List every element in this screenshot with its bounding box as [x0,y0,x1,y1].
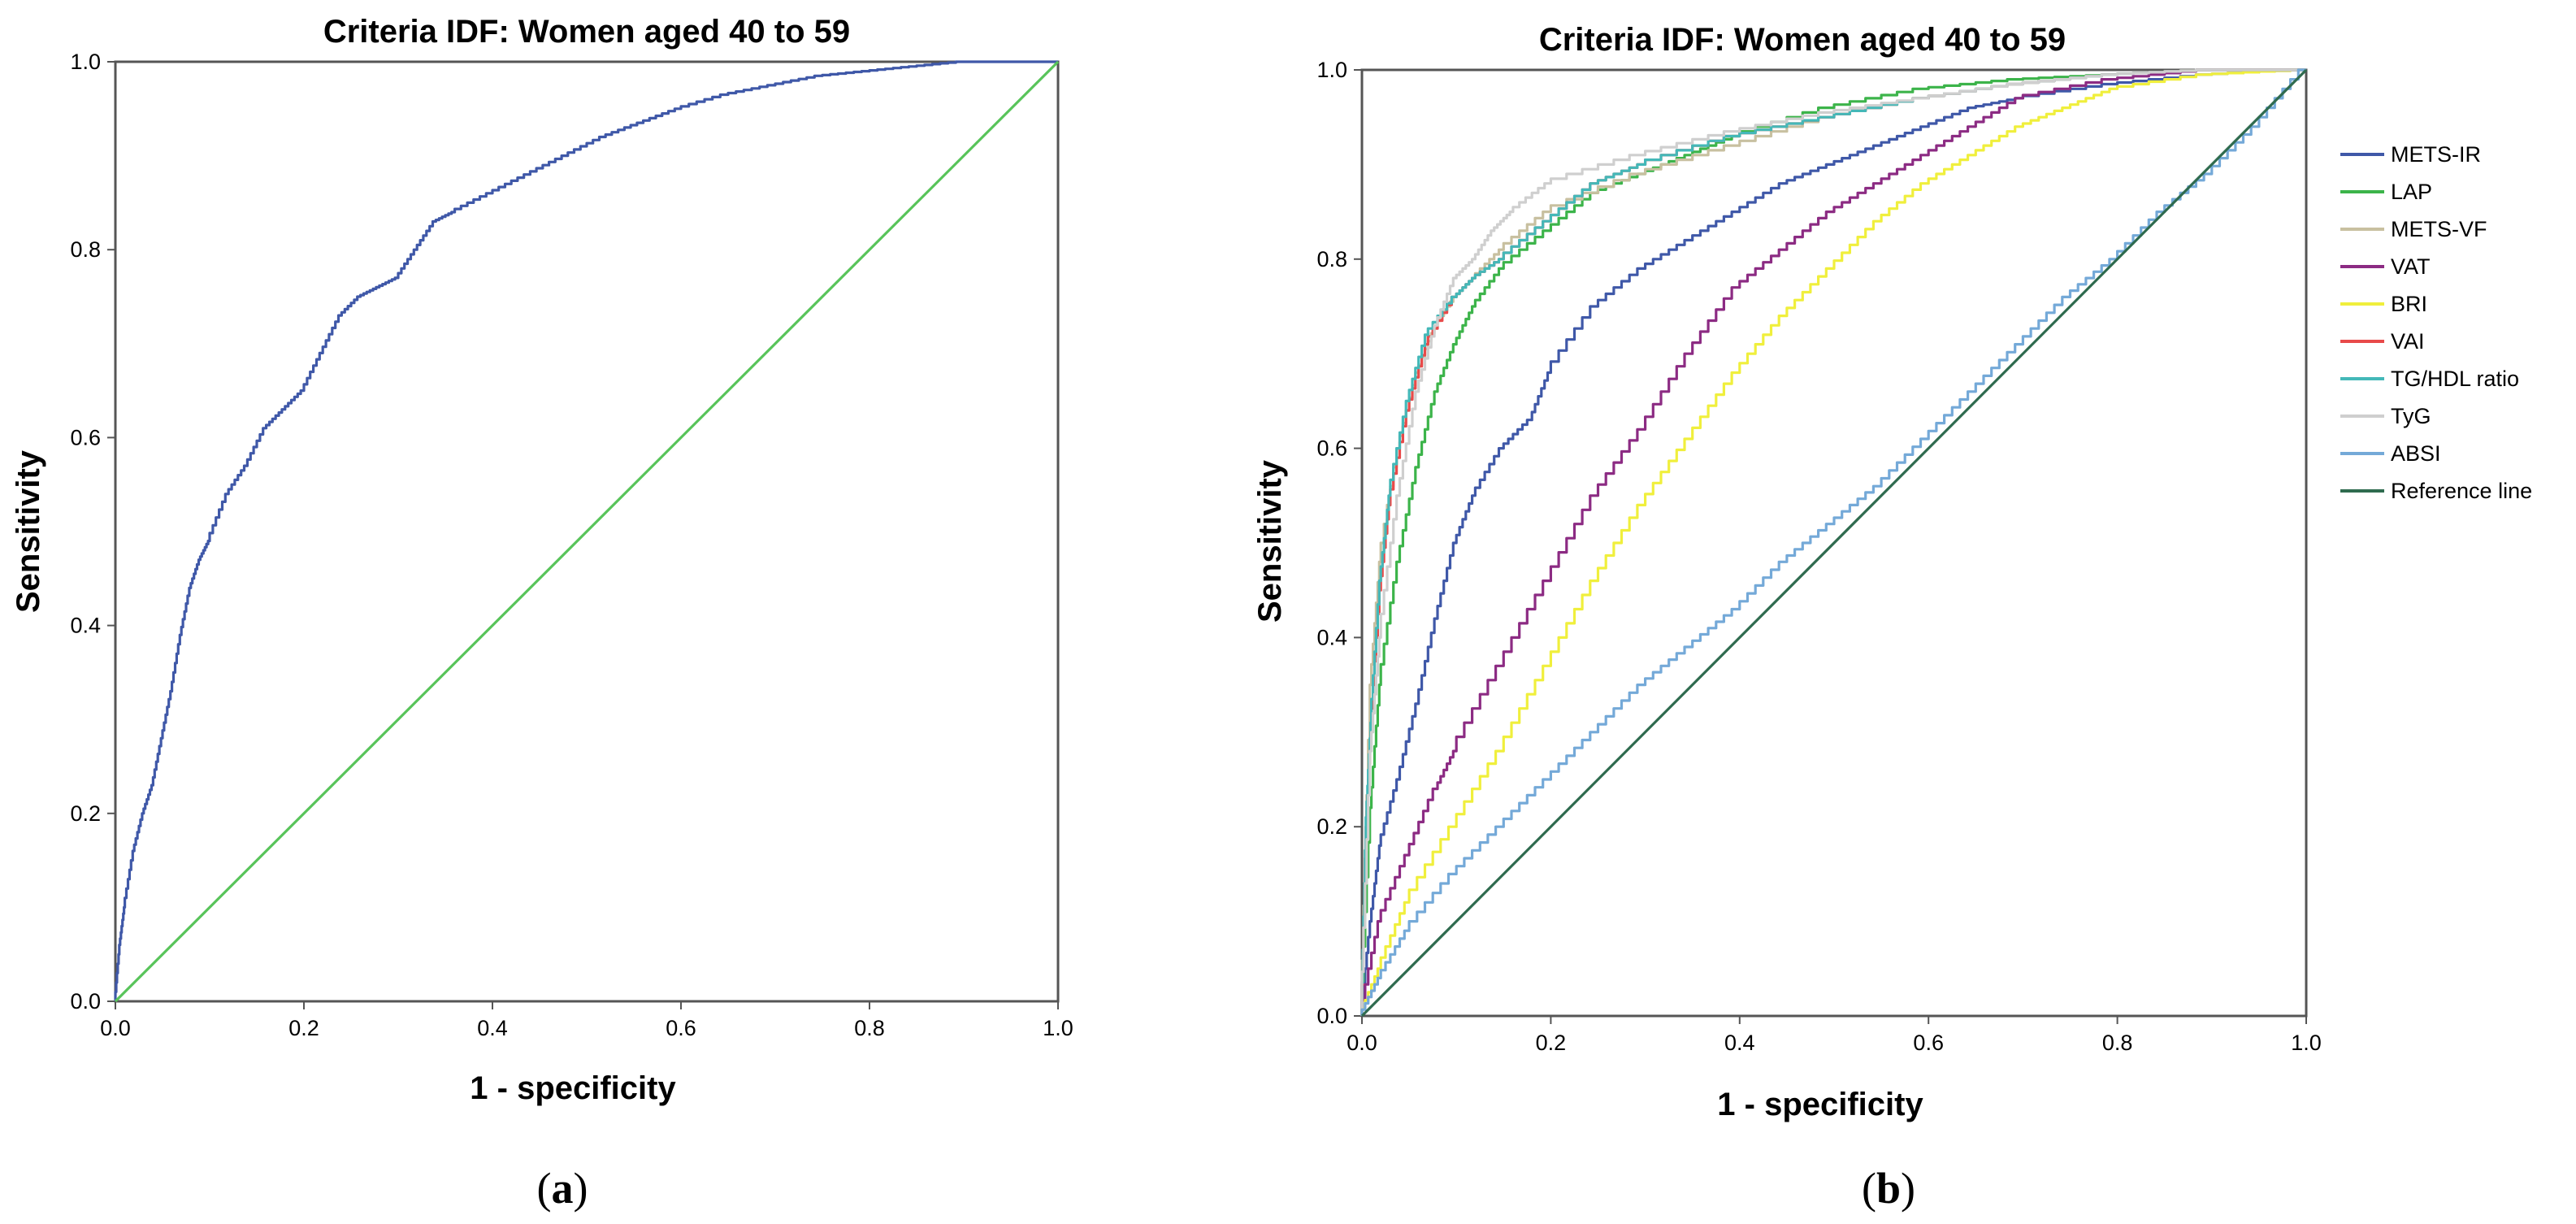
legend-item-absi: ABSI [2391,441,2441,466]
chart-a-y-tick-label: 0.8 [70,237,101,262]
legend-item-reference-line: Reference line [2391,479,2532,503]
chart-b-frame [1360,68,2308,1018]
panel-b-label-open: ( [1862,1164,1876,1213]
chart-b-y-tick-label: 0.0 [1316,1004,1347,1028]
chart-b-series-bri [1360,68,2306,1016]
chart-a-x-tick-label: 0.2 [288,1016,319,1040]
chart-a-x-tick-label: 0.0 [100,1016,131,1040]
legend-item-tg-hdl-ratio: TG/HDL ratio [2391,367,2519,391]
chart-b-y-tick-label: 0.6 [1316,436,1347,461]
panel-b-label: (b) [1862,1164,1915,1213]
chart-a-y-tick-label: 0.6 [70,425,101,449]
chart-b-x-axis-label: 1 - specificity [1717,1087,1923,1122]
chart-a-series-roc-curve [114,60,1058,1001]
legend-item-bri: BRI [2391,292,2427,316]
chart-b-series-lap [1360,68,2306,1016]
chart-a-x-axis-label: 1 - specificity [470,1070,676,1106]
legend-item-mets-vf: METS-VF [2391,217,2487,241]
chart-b-y-tick-label: 0.8 [1316,247,1347,271]
chart-b-series-reference-line [1360,68,2308,1018]
chart-b-y-axis-label: Sensitivity [1252,459,1288,623]
chart-a-x-tick-label: 0.8 [854,1016,885,1040]
panel-b-label-letter: b [1876,1164,1901,1213]
chart-a-title: Criteria IDF: Women aged 40 to 59 [323,14,850,50]
legend-item-mets-ir: METS-IR [2391,142,2481,167]
chart-b-title: Criteria IDF: Women aged 40 to 59 [1539,22,2066,58]
panel-a: Criteria IDF: Women aged 40 to 59 0.0 0.2… [11,14,1073,1213]
chart-b-series-vat [1360,68,2306,1016]
chart-a-x-tick-label: 0.6 [666,1016,696,1040]
legend-item-lap: LAP [2391,180,2432,204]
chart-b-y-tick-label: 0.2 [1316,814,1347,839]
chart-b-series-tyg [1360,68,2306,1016]
chart-a-y-tick-label: 0.2 [70,801,101,826]
chart-a-y-tick-label: 1.0 [70,50,101,74]
chart-b-x-tick-label: 1.0 [2291,1031,2322,1055]
chart-a-plot-area: 0.0 0.2 0.4 0.6 0.8 1.0 0.0 0.2 0.4 0.6 0.8 1.0 [70,50,1073,1040]
chart-a-x-tick-label: 0.4 [477,1016,508,1040]
chart-a-x-tick-label: 1.0 [1043,1016,1073,1040]
chart-a-y-tick-label: 0.4 [70,614,101,638]
chart-b-legend: METS-IR LAP METS-VF VAT BRI VAI TG/HDL ratio Ty… [2340,142,2532,503]
chart-b-x-tick-label: 0.8 [2102,1031,2133,1055]
panel-a-label: (a) [537,1164,588,1213]
chart-a-y-tick-label: 0.0 [70,989,101,1013]
chart-a-y-axis-label: Sensitivity [11,449,46,613]
chart-b-x-tick-label: 0.0 [1347,1031,1377,1055]
panel-a-label-close: ) [574,1164,588,1213]
chart-b-plot-area: 0.0 0.2 0.4 0.6 0.8 1.0 0.0 0.2 0.4 0.6 0.8 1.0 [1316,58,2321,1055]
panel-a-label-open: ( [537,1164,552,1213]
legend-item-tyg: TyG [2391,404,2431,428]
panel-a-label-letter: a [552,1164,574,1213]
chart-b-y-tick-label: 1.0 [1316,58,1347,82]
panel-b: Criteria IDF: Women aged 40 to 59 0.0 0.2… [1252,22,2532,1213]
chart-b-x-tick-label: 0.2 [1536,1031,1567,1055]
chart-b-series-mets-ir [1360,68,2306,1016]
chart-b-y-tick-label: 0.4 [1316,625,1347,649]
legend-item-vai: VAI [2391,329,2425,354]
chart-b-x-tick-label: 0.4 [1724,1031,1755,1055]
chart-a-series-reference-line [114,60,1060,1003]
panel-b-label-close: ) [1901,1164,1915,1213]
legend-item-vat: VAT [2391,254,2431,279]
chart-b-x-tick-label: 0.6 [1913,1031,1944,1055]
chart-a-frame [114,60,1060,1003]
